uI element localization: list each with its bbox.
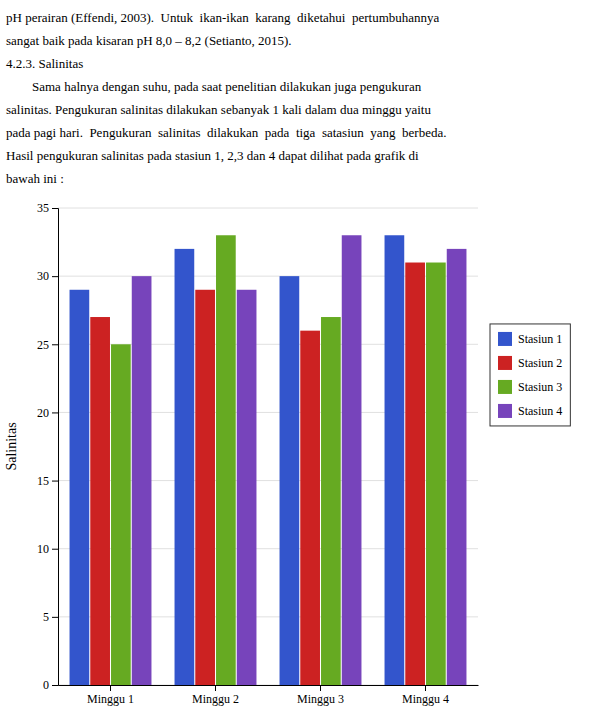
y-tick-label: 30 (37, 269, 49, 283)
x-tick-line (110, 685, 111, 691)
annotation: 4.2.3. Salinitas (6, 56, 83, 71)
y-tick-label: 20 (37, 406, 49, 420)
y-tick: 25 (37, 338, 58, 352)
x-tick: Minggu 2 (192, 685, 239, 706)
bar (216, 235, 236, 685)
y-tick-line (52, 685, 58, 686)
legend-swatch (498, 356, 512, 370)
bar (426, 263, 446, 685)
y-tick: 35 (37, 201, 58, 215)
grid (58, 208, 478, 685)
bar (111, 344, 131, 685)
y-axis-title: Salinitas (4, 422, 19, 470)
legend-label: Stasiun 4 (518, 404, 562, 418)
y-tick: 15 (37, 474, 58, 488)
bar (280, 276, 300, 685)
y-tick-label: 25 (37, 338, 49, 352)
annotation: bawah ini : (6, 171, 64, 186)
annotation: pH perairan (Effendi, 2003). Untuk ikan-… (6, 10, 440, 25)
plot: 05101520253035Minggu 1Minggu 2Minggu 3Mi… (37, 201, 479, 705)
legend-frame (490, 324, 570, 426)
y-tick: 10 (37, 542, 58, 556)
y-tick: 20 (37, 406, 58, 420)
x-tick-label: Minggu 1 (87, 692, 134, 706)
bar (300, 331, 320, 685)
y-tick: 5 (43, 610, 58, 624)
bar (90, 317, 110, 685)
y-tick-line (52, 481, 58, 482)
annotation: pada pagi hari. Pengukuran salinitas dil… (6, 125, 446, 140)
x-tick-line (320, 685, 321, 691)
bar (321, 317, 341, 685)
annotations: pH perairan (Effendi, 2003). Untuk ikan-… (6, 10, 446, 186)
bar (132, 276, 152, 685)
chart: pH perairan (Effendi, 2003). Untuk ikan-… (0, 0, 590, 725)
y-axis-line (52, 209, 59, 686)
annotation: Sama halnya dengan suhu, pada saat penel… (6, 79, 422, 94)
bar-series (111, 235, 446, 685)
bar (405, 263, 425, 685)
x-tick-line (215, 685, 216, 691)
legend-item: Stasiun 3 (498, 380, 562, 394)
legend: Stasiun 1 Stasiun 2 Stasiun 3 Stasiun 4 (490, 324, 570, 426)
annotation: sangat baik pada kisaran pH 8,0 – 8,2 (S… (6, 33, 292, 48)
legend-swatch (498, 404, 512, 418)
grid-line (58, 208, 478, 209)
x-tick: Minggu 4 (402, 685, 449, 706)
x-tick-line (425, 685, 426, 691)
bar (195, 290, 215, 685)
x-tick-label: Minggu 2 (192, 692, 239, 706)
bar (385, 235, 405, 685)
bar (447, 249, 467, 685)
y-tick-line (52, 276, 58, 277)
y-tick-line (52, 412, 58, 413)
bar-series (90, 263, 425, 685)
x-axis: Minggu 1 Minggu 2 Minggu 3 Minggu 4 (59, 685, 479, 706)
bar (237, 290, 257, 685)
annotation: salinitas. Pengukuran salinitas dilakuka… (6, 102, 431, 117)
bar (175, 249, 195, 685)
y-axis: 0 5 10 15 20 25 30 35 (37, 201, 59, 692)
y-tick-line (52, 344, 58, 345)
bar (70, 290, 90, 685)
bar (342, 235, 362, 685)
y-tick: 30 (37, 269, 58, 283)
x-tick: Minggu 3 (297, 685, 344, 706)
bar-series (70, 235, 405, 685)
x-tick-label: Minggu 4 (402, 692, 449, 706)
y-tick-label: 15 (37, 474, 49, 488)
legend-item: Stasiun 1 (498, 332, 562, 346)
x-axis-line (59, 685, 479, 686)
annotation: Hasil pengukuran salinitas pada stasiun … (6, 148, 419, 163)
legend-swatch (498, 380, 512, 394)
legend-label: Stasiun 3 (518, 380, 562, 394)
x-tick: Minggu 1 (87, 685, 134, 706)
legend-label: Stasiun 1 (518, 332, 562, 346)
y-tick-label: 10 (37, 542, 49, 556)
bar-series (132, 235, 467, 685)
legend-item: Stasiun 2 (498, 356, 562, 370)
y-tick-line (52, 617, 58, 618)
y-tick-label: 0 (43, 678, 49, 692)
legend-swatch (498, 332, 512, 346)
bars (70, 235, 467, 685)
y-tick-label: 35 (37, 201, 49, 215)
legend-label: Stasiun 2 (518, 356, 562, 370)
legend-item: Stasiun 4 (498, 404, 562, 418)
y-tick-line (52, 208, 58, 209)
y-tick: 0 (43, 678, 58, 692)
y-tick-line (52, 549, 58, 550)
x-tick-label: Minggu 3 (297, 692, 344, 706)
y-tick-label: 5 (43, 610, 49, 624)
